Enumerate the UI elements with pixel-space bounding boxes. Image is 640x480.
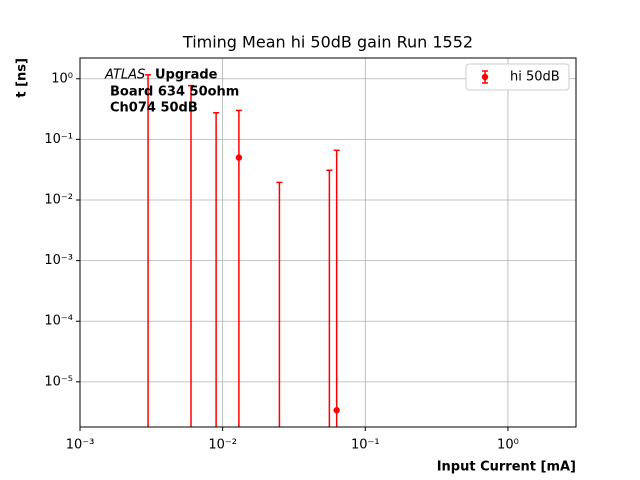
y-tick-label: 10⁻³ bbox=[44, 253, 73, 268]
annotation: ATLAS bbox=[104, 68, 145, 83]
y-tick-label: 10⁻¹ bbox=[44, 132, 73, 147]
plot-frame bbox=[79, 57, 577, 428]
plot-area bbox=[80, 58, 576, 427]
chart-title: Timing Mean hi 50dB gain Run 1552 bbox=[182, 33, 473, 52]
y-axis-label: t [ns] bbox=[15, 58, 30, 98]
y-tick-label: 10⁻² bbox=[44, 192, 73, 207]
data-point bbox=[333, 407, 340, 414]
annotation: Upgrade bbox=[155, 68, 218, 83]
annotation: Board 634 50ohm bbox=[110, 85, 239, 100]
x-tick-label: 10⁻² bbox=[208, 438, 237, 453]
data-point bbox=[235, 154, 243, 161]
legend-box bbox=[465, 63, 570, 91]
legend-label: hi 50dB bbox=[510, 70, 560, 85]
x-tick-label: 10⁻¹ bbox=[351, 438, 380, 453]
y-tick-label: 10⁰ bbox=[51, 71, 73, 86]
x-axis-label: Input Current [mA] bbox=[437, 460, 576, 475]
axes: 10⁻³ 10⁻² 10⁻¹ 10⁰ 10⁻⁵ 10⁻⁴ 10⁻³ 10⁻² 10⁻¹ 10⁰ bbox=[44, 71, 518, 452]
annotation: Ch074 50dB bbox=[110, 101, 198, 116]
legend: hi 50dB bbox=[465, 63, 570, 91]
y-tick-label: 10⁻⁵ bbox=[44, 374, 73, 389]
legend-swatch bbox=[481, 73, 489, 81]
y-tick-label: 10⁻⁴ bbox=[44, 314, 73, 329]
x-tick-label: 10⁰ bbox=[497, 438, 519, 453]
x-tick-label: 10⁻³ bbox=[66, 438, 95, 453]
